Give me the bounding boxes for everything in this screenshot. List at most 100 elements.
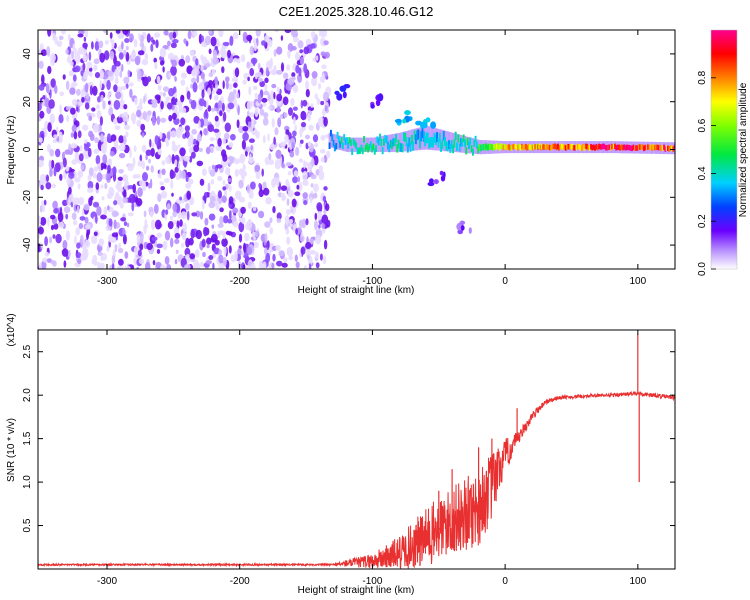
spectrogram-noise-cell xyxy=(316,202,323,212)
spectrogram-noise-cell xyxy=(38,226,44,235)
spectrogram-noise-cell xyxy=(276,212,282,220)
spectrogram-noise-cell xyxy=(227,231,233,236)
spectrogram-band-halo xyxy=(381,135,384,152)
spectrogram-noise-cell xyxy=(50,53,56,63)
spectrogram-noise-cell xyxy=(75,252,82,259)
spectrogram-noise-cell xyxy=(233,57,238,63)
spectrogram-band-core xyxy=(652,144,655,150)
spectrogram-noise-cell xyxy=(122,197,128,204)
spectrogram-noise-cell xyxy=(59,104,63,115)
spectrogram-noise-cell xyxy=(288,107,293,116)
spectrogram-noise-cell xyxy=(222,186,227,191)
spectrogram-noise-cell xyxy=(131,202,135,212)
spectrogram-band-core xyxy=(413,130,416,141)
spectrogram-band-core xyxy=(453,139,456,148)
spectrogram-noise-cell xyxy=(159,47,167,58)
spectrogram-noise-cell xyxy=(180,79,186,86)
spectrogram-noise-cell xyxy=(194,249,200,258)
spectrogram-noise-cell xyxy=(198,147,203,153)
spectrogram-noise-cell xyxy=(58,221,64,229)
spectrogram-noise-cell xyxy=(116,180,123,186)
spectrogram-band-core xyxy=(580,145,583,151)
spectrogram-noise-cell xyxy=(157,148,162,155)
spectrogram-noise-cell xyxy=(127,163,134,172)
spectrogram-band-core xyxy=(615,145,618,151)
spectrogram-noise-cell xyxy=(84,102,90,110)
spectrogram-noise-cell xyxy=(38,243,41,252)
spectrogram-y-tick-label: 0 xyxy=(22,146,33,152)
spectrogram-noise-cell xyxy=(76,205,80,214)
spectrogram-noise-cell xyxy=(77,258,82,265)
spectrogram-noise-cell xyxy=(283,257,288,263)
spectrogram-noise-cell xyxy=(48,99,55,109)
spectrogram-band-core xyxy=(400,143,403,152)
spectrogram-noise-cell xyxy=(174,92,178,99)
spectrogram-noise-cell xyxy=(227,218,233,224)
spectrogram-noise-cell xyxy=(137,249,142,257)
spectrogram-feature xyxy=(402,118,407,124)
spectrogram-noise-cell xyxy=(156,249,161,254)
spectrogram-noise-cell xyxy=(182,222,188,233)
spectrogram-noise-cell xyxy=(276,260,283,267)
spectrogram-noise-cell xyxy=(151,99,158,105)
spectrogram-band-core xyxy=(367,145,370,153)
spectrogram-noise-cell xyxy=(261,97,268,103)
spectrogram-noise-cell xyxy=(191,77,197,84)
spectrogram-noise-cell xyxy=(241,172,245,182)
spectrogram-noise-cell xyxy=(162,86,170,92)
spectrogram-band-core xyxy=(444,137,447,147)
spectrogram-noise-cell xyxy=(224,122,231,133)
spectrogram-noise-cell xyxy=(156,115,161,126)
spectrogram-noise-cell xyxy=(150,165,154,173)
spectrogram-noise-cell xyxy=(212,262,215,269)
spectrogram-band-core xyxy=(351,148,354,155)
spectrogram-noise-cell xyxy=(262,261,267,269)
spectrogram-noise-cell xyxy=(270,90,274,98)
spectrogram-noise-cell xyxy=(47,122,52,133)
spectrogram-noise-cell xyxy=(98,40,104,49)
spectrogram-noise-cell xyxy=(54,84,58,94)
spectrogram-noise-cell xyxy=(248,157,255,164)
spectrogram-noise-cell xyxy=(219,207,224,213)
spectrogram-noise-cell xyxy=(217,175,223,182)
spectrogram-noise-cell xyxy=(315,262,320,269)
spectrogram-noise-cell xyxy=(287,171,292,176)
spectrogram-noise-cell xyxy=(217,100,223,109)
spectrogram-band-core xyxy=(328,142,331,149)
spectrogram-noise-cell xyxy=(38,262,42,269)
spectrogram-noise-cell xyxy=(186,190,192,200)
spectrogram-noise-cell xyxy=(114,68,119,78)
snr-x-tick-label: 100 xyxy=(629,576,646,587)
spectrogram-noise-cell xyxy=(59,173,63,181)
spectrogram-noise-cell xyxy=(127,212,134,217)
spectrogram-band-core xyxy=(509,144,512,151)
spectrogram-band-core xyxy=(506,144,509,151)
spectrogram-noise-cell xyxy=(73,131,78,140)
spectrogram-noise-cell xyxy=(139,154,143,163)
spectrogram-noise-cell xyxy=(321,214,329,225)
spectrogram-band-core xyxy=(383,138,385,146)
spectrogram-noise-cell xyxy=(74,177,81,183)
spectrogram-band-halo xyxy=(469,137,472,154)
spectrogram-band-core xyxy=(525,144,527,150)
spectrogram-noise-cell xyxy=(221,238,228,247)
spectrogram-noise-cell xyxy=(149,211,154,218)
spectrogram-noise-cell xyxy=(254,72,258,80)
spectrogram-noise-cell xyxy=(41,74,45,85)
spectrogram-noise-cell xyxy=(128,193,136,204)
spectrogram-band-halo xyxy=(376,136,379,152)
spectrogram-noise-cell xyxy=(318,82,322,90)
spectrogram-noise-cell xyxy=(76,106,79,112)
spectrogram-band-halo xyxy=(345,137,348,152)
spectrogram-noise-cell xyxy=(289,219,294,224)
spectrogram-noise-cell xyxy=(68,70,75,77)
spectrogram-band-core xyxy=(659,144,662,150)
spectrogram-noise-cell xyxy=(246,146,251,153)
spectrogram-noise-cell xyxy=(141,58,149,66)
spectrogram-band-core xyxy=(424,135,427,147)
spectrogram-band-core xyxy=(538,143,541,149)
spectrogram-feature xyxy=(430,121,437,129)
spectrogram-noise-cell xyxy=(113,211,119,217)
spectrogram-noise-cell xyxy=(165,96,171,102)
spectrogram-noise-cell xyxy=(272,206,276,214)
